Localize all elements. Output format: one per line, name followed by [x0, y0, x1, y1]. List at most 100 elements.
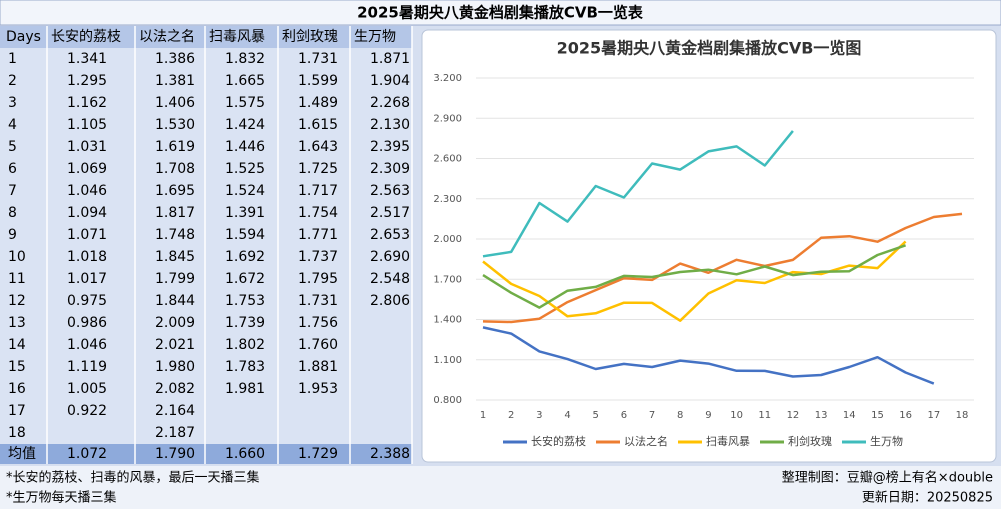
table-cell: 1.953 [298, 381, 338, 397]
credit: 整理制图：豆瓣@榜上有名×double [782, 470, 993, 486]
x-tick-label: 11 [758, 410, 771, 421]
series-line [482, 326, 935, 385]
table-cell: 1.119 [67, 359, 107, 375]
table-cell: 2.548 [370, 271, 410, 287]
table-cell: 0.975 [67, 293, 107, 309]
table-cell: 1.725 [298, 161, 338, 177]
table-cell: 2.268 [370, 95, 410, 111]
y-tick-label: 1.100 [433, 355, 462, 366]
table-footer-cell: 2.388 [370, 446, 410, 462]
table-cell: 1.599 [298, 73, 338, 89]
y-tick-label: 2.900 [433, 113, 462, 124]
table-cell: 1.753 [225, 293, 265, 309]
series-line [482, 244, 907, 309]
table-header: Days [6, 29, 41, 45]
table-cell: 1.692 [225, 249, 265, 265]
table-cell: 2.517 [370, 205, 410, 221]
y-tick-label: 1.700 [433, 274, 462, 285]
table-cell: 1.094 [67, 205, 107, 221]
x-tick-label: 3 [536, 410, 542, 421]
table-cell: 1.817 [155, 205, 195, 221]
legend-label: 扫毒风暴 [706, 435, 750, 448]
table-cell: 12 [8, 293, 26, 309]
x-tick-label: 16 [899, 410, 912, 421]
table-cell: 1.665 [225, 73, 265, 89]
table-cell: 1.799 [155, 271, 195, 287]
table-cell: 1.594 [225, 227, 265, 243]
table-cell: 1.771 [298, 227, 338, 243]
table-cell: 1.739 [225, 315, 265, 331]
table-cell: 17 [8, 403, 26, 419]
table-cell: 1.381 [155, 73, 195, 89]
table-cell: 1.341 [67, 51, 107, 67]
table-cell: 2.653 [370, 227, 410, 243]
table-cell: 1.489 [298, 95, 338, 111]
table-footer-cell: 1.072 [67, 446, 107, 462]
table-cell: 1.643 [298, 139, 338, 155]
table-cell: 1.046 [67, 183, 107, 199]
table-cell: 1.406 [155, 95, 195, 111]
table-cell: 1.424 [225, 117, 265, 133]
table-cell: 1.071 [67, 227, 107, 243]
x-tick-label: 7 [649, 410, 655, 421]
table-cell: 1.708 [155, 161, 195, 177]
title-bar [0, 0, 1001, 26]
x-tick-label: 9 [705, 410, 711, 421]
table-cell: 2.690 [370, 249, 410, 265]
table-cell: 2.130 [370, 117, 410, 133]
x-tick-label: 10 [730, 410, 743, 421]
table-header-bg [0, 26, 412, 48]
table-cell: 0.986 [67, 315, 107, 331]
table-cell: 8 [8, 205, 17, 221]
table-cell: 0.922 [67, 403, 107, 419]
table-cell: 1.756 [298, 315, 338, 331]
table-cell: 1.672 [225, 271, 265, 287]
legend-label: 长安的荔枝 [531, 434, 586, 448]
table-cell: 2.395 [370, 139, 410, 155]
footer [0, 466, 1001, 509]
table-cell: 3 [8, 95, 17, 111]
x-tick-label: 12 [787, 410, 800, 421]
x-tick-label: 4 [564, 410, 570, 421]
table-cell: 6 [8, 161, 17, 177]
x-tick-label: 8 [677, 410, 683, 421]
table-cell: 1.575 [225, 95, 265, 111]
table-cell: 1.105 [67, 117, 107, 133]
table-cell: 1.844 [155, 293, 195, 309]
table-cell: 1.980 [155, 359, 195, 375]
x-tick-label: 2 [508, 410, 514, 421]
table-cell: 1.530 [155, 117, 195, 133]
series-line [482, 212, 963, 324]
table-cell: 1.731 [298, 293, 338, 309]
table-cell: 7 [8, 183, 17, 199]
table-cell: 13 [8, 315, 26, 331]
page-title: 2025暑期央八黄金档剧集播放CVB一览表 [357, 4, 644, 22]
note: *生万物每天播三集 [6, 490, 117, 506]
y-tick-label: 3.200 [433, 73, 462, 84]
table-cell: 1.619 [155, 139, 195, 155]
table-cell: 1.046 [67, 337, 107, 353]
table-cell: 2 [8, 73, 17, 89]
chart-title: 2025暑期央八黄金档剧集播放CVB一览图 [557, 39, 862, 58]
table-cell: 1.615 [298, 117, 338, 133]
table-footer-cell: 1.660 [225, 446, 265, 462]
table-footer-cell: 均值 [8, 446, 36, 462]
x-tick-label: 17 [927, 410, 940, 421]
table-footer-cell: 1.790 [155, 446, 195, 462]
table-cell: 2.021 [155, 337, 195, 353]
table-cell: 1.386 [155, 51, 195, 67]
table-cell: 1.031 [67, 139, 107, 155]
table-cell: 1.731 [298, 51, 338, 67]
table-cell: 1.832 [225, 51, 265, 67]
x-tick-label: 6 [621, 410, 627, 421]
table-cell: 4 [8, 117, 17, 133]
table-header: 利剑玫瑰 [282, 29, 338, 45]
chart-panel [421, 29, 997, 463]
table-cell: 2.082 [155, 381, 195, 397]
table-cell: 10 [8, 249, 26, 265]
table-cell: 2.563 [370, 183, 410, 199]
table-cell: 1.760 [298, 337, 338, 353]
table-cell: 1.871 [370, 51, 410, 67]
table-cell: 1.783 [225, 359, 265, 375]
